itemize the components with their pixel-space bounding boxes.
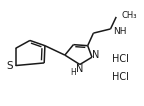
Text: NH: NH (113, 26, 127, 36)
Text: S: S (7, 61, 13, 71)
Text: CH₃: CH₃ (122, 11, 137, 20)
Text: N: N (76, 64, 84, 74)
Text: N: N (92, 50, 100, 60)
Text: H: H (71, 68, 76, 77)
Text: HCl: HCl (112, 72, 129, 82)
Text: HCl: HCl (112, 54, 129, 64)
